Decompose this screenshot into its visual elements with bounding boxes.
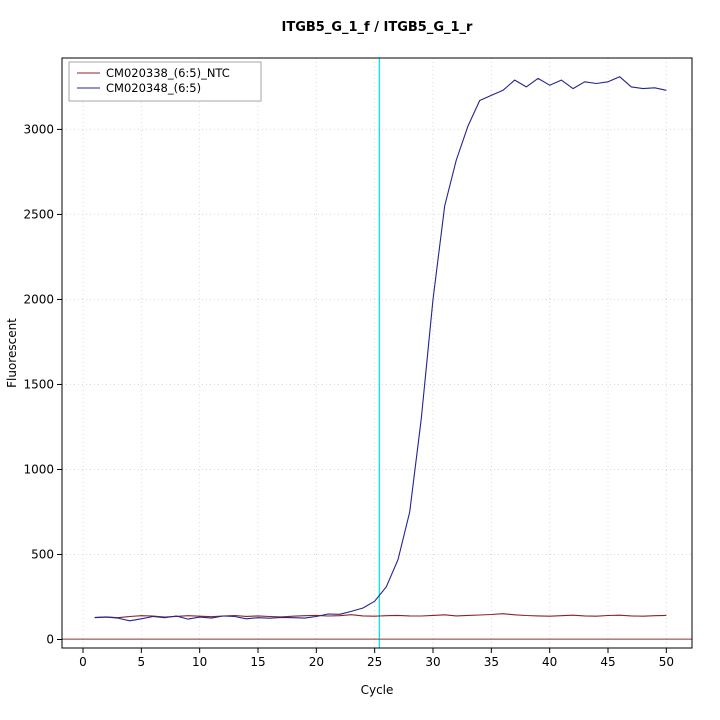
plot-border [61,57,693,649]
y-tick-label: 0 [46,632,54,646]
legend-label: CM020348_(6:5) [106,81,201,95]
x-tick-label: 0 [79,655,87,669]
chart-title: ITGB5_G_1_f / ITGB5_G_1_r [282,20,474,35]
x-tick-label: 20 [309,655,324,669]
x-tick-label: 5 [138,655,146,669]
y-tick-label: 2000 [23,292,54,306]
y-axis-label: Fluorescent [5,318,19,388]
x-tick-label: 15 [250,655,265,669]
x-tick-label: 40 [542,655,557,669]
y-tick-label: 2500 [23,207,54,221]
x-tick-label: 25 [367,655,382,669]
x-tick-label: 50 [659,655,674,669]
series-line-2 [94,76,667,622]
x-tick-label: 45 [600,655,615,669]
legend-box [68,61,262,102]
x-tick-label: 30 [425,655,440,669]
y-tick-label: 3000 [23,122,54,136]
x-axis-label: Cycle [361,683,394,697]
legend-label: CM020338_(6:5)_NTC [106,66,230,80]
plot-area: 0 5 10 15 20 25 30 35 40 45 5005001000150020002500… [23,57,693,669]
y-tick-label: 1000 [23,462,54,476]
x-tick-label: 10 [192,655,207,669]
y-tick-label: 1500 [23,377,54,391]
y-tick-label: 500 [31,547,54,561]
series-line-1 [94,613,667,619]
x-tick-label: 35 [484,655,499,669]
